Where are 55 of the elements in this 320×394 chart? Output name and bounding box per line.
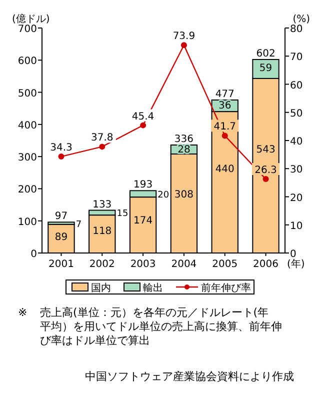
y2-tick-label: 20: [290, 192, 303, 204]
total-label: 133: [92, 199, 112, 210]
data-label: 118: [92, 226, 112, 238]
total-label: 602: [256, 48, 276, 60]
y2-tick-label: 70: [290, 52, 303, 64]
x-tick-label: 2001: [48, 259, 74, 270]
total-label: 97: [54, 211, 68, 222]
data-label: 34.3: [50, 142, 72, 154]
total-label: 336: [174, 134, 194, 145]
data-label: 36: [218, 100, 232, 112]
x-tick-label: 2005: [212, 259, 238, 270]
data-label: 28: [178, 144, 190, 156]
y2-tick-label: 50: [290, 108, 303, 120]
y-tick-label: 400: [18, 120, 37, 132]
data-label: 45.4: [132, 111, 154, 122]
data-label: 20: [158, 190, 170, 200]
data-label: 73.9: [172, 31, 196, 42]
y2-tick-label: 60: [290, 80, 303, 92]
y2-tick-label: 40: [290, 136, 303, 148]
y2-tick-label: 80: [290, 24, 303, 35]
text: 中国ソフトウェア産業協会資料により作成: [85, 370, 294, 383]
y-tick-label: 500: [18, 88, 37, 100]
x-tick-label: 2003: [130, 259, 156, 270]
legend-label: 輸出: [143, 282, 163, 294]
x-tick-label: 2004: [171, 259, 197, 270]
y-tick-label: 300: [18, 152, 37, 164]
data-label: 174: [134, 215, 153, 226]
data-label: 543: [256, 144, 276, 156]
x-tick-label: 2006: [253, 259, 278, 270]
data-label: 59: [259, 63, 272, 74]
data-label: 15: [116, 209, 128, 220]
data-label: 41.7: [214, 122, 236, 133]
y-tick-label: 100: [18, 216, 37, 228]
data-label: 7: [76, 220, 82, 230]
data-label: 26.3: [254, 165, 277, 176]
total-label: 477: [215, 89, 234, 100]
y-axis-title: (億ドル): [12, 13, 50, 25]
y2-tick-label: 30: [290, 164, 303, 176]
y2-axis-title: (%): [292, 14, 310, 25]
x-tick-label: 2002: [89, 259, 115, 270]
y2-tick-label: 0: [290, 249, 296, 260]
y-tick-label: 200: [18, 184, 37, 196]
y-tick-label: 0: [30, 249, 37, 260]
y-tick-label: 700: [18, 24, 37, 35]
data-label: 308: [174, 190, 194, 201]
total-label: 193: [134, 180, 153, 191]
legend-label: 国内: [91, 282, 111, 294]
data-label: 89: [54, 232, 68, 243]
x-axis-title: (年): [287, 258, 305, 270]
legend-label: 前年伸び率: [201, 282, 251, 294]
y-tick-label: 600: [18, 56, 37, 68]
data-label: 440: [215, 164, 234, 176]
text: ※ 売上高(単位：元）を各年の元／ドルレート(年平均）を用いてドル単位の売上高に換算、前年伸び率はドル単位で算出: [18, 306, 282, 347]
y2-tick-label: 10: [290, 220, 303, 232]
data-label: 37.8: [91, 132, 114, 144]
